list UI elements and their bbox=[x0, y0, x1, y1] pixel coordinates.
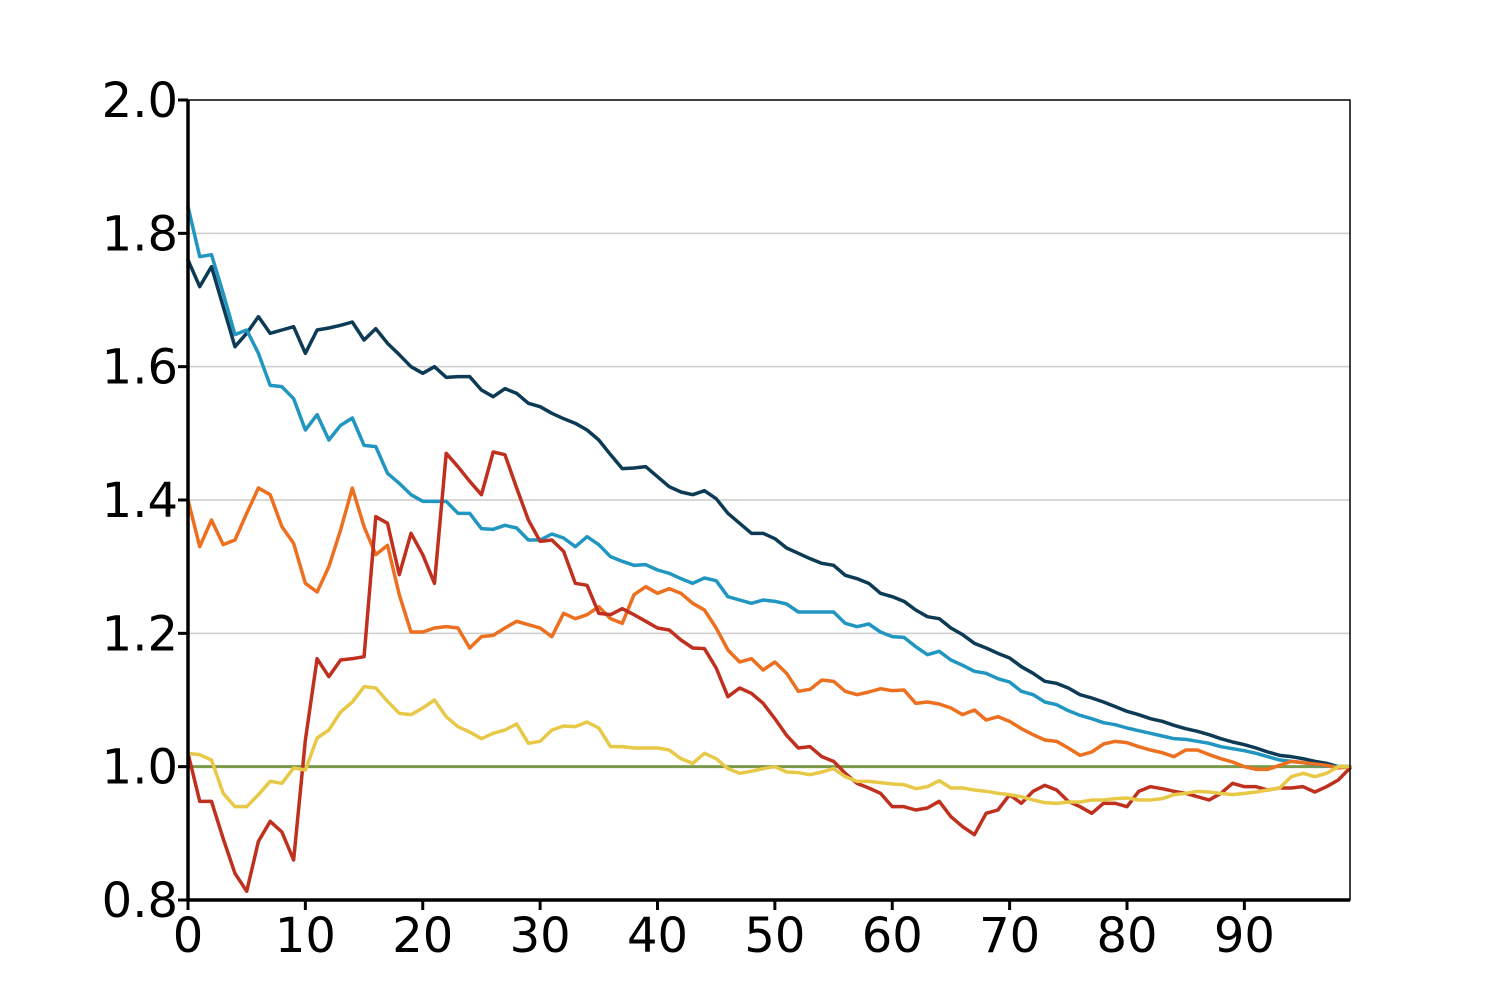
ticks bbox=[178, 98, 1246, 910]
y-tick-label: 1.4 bbox=[102, 473, 178, 529]
y-tick-label: 1.2 bbox=[102, 606, 178, 662]
series-line-4 bbox=[186, 450, 1352, 894]
x-tick-label: 60 bbox=[862, 908, 923, 964]
series-line-2 bbox=[186, 204, 1352, 769]
y-tick-label: 1.6 bbox=[102, 340, 178, 396]
series-group bbox=[186, 204, 1352, 894]
y-tick-label: 1.8 bbox=[102, 206, 178, 262]
series-line-1 bbox=[186, 258, 1352, 769]
y-tick-label: 2.0 bbox=[102, 73, 178, 129]
x-tick-label: 70 bbox=[979, 908, 1040, 964]
series-line-5 bbox=[186, 684, 1352, 809]
y-tick-labels: 0.8 1.0 1.2 1.4 1.6 1.8 2.0 bbox=[102, 73, 178, 929]
y-tick-label: 0.8 bbox=[102, 873, 178, 929]
x-tick-label: 30 bbox=[510, 908, 571, 964]
x-tick-label: 40 bbox=[627, 908, 688, 964]
x-tick-label: 20 bbox=[392, 908, 453, 964]
x-tick-labels: 0 10 20 30 40 50 60 70 80 90 bbox=[173, 908, 1275, 964]
x-tick-label: 80 bbox=[1096, 908, 1157, 964]
series-line-3 bbox=[186, 486, 1352, 772]
x-tick-label: 90 bbox=[1214, 908, 1275, 964]
x-tick-label: 10 bbox=[275, 908, 336, 964]
x-tick-label: 0 bbox=[173, 908, 204, 964]
x-tick-label: 50 bbox=[744, 908, 805, 964]
y-tick-label: 1.0 bbox=[102, 740, 178, 796]
